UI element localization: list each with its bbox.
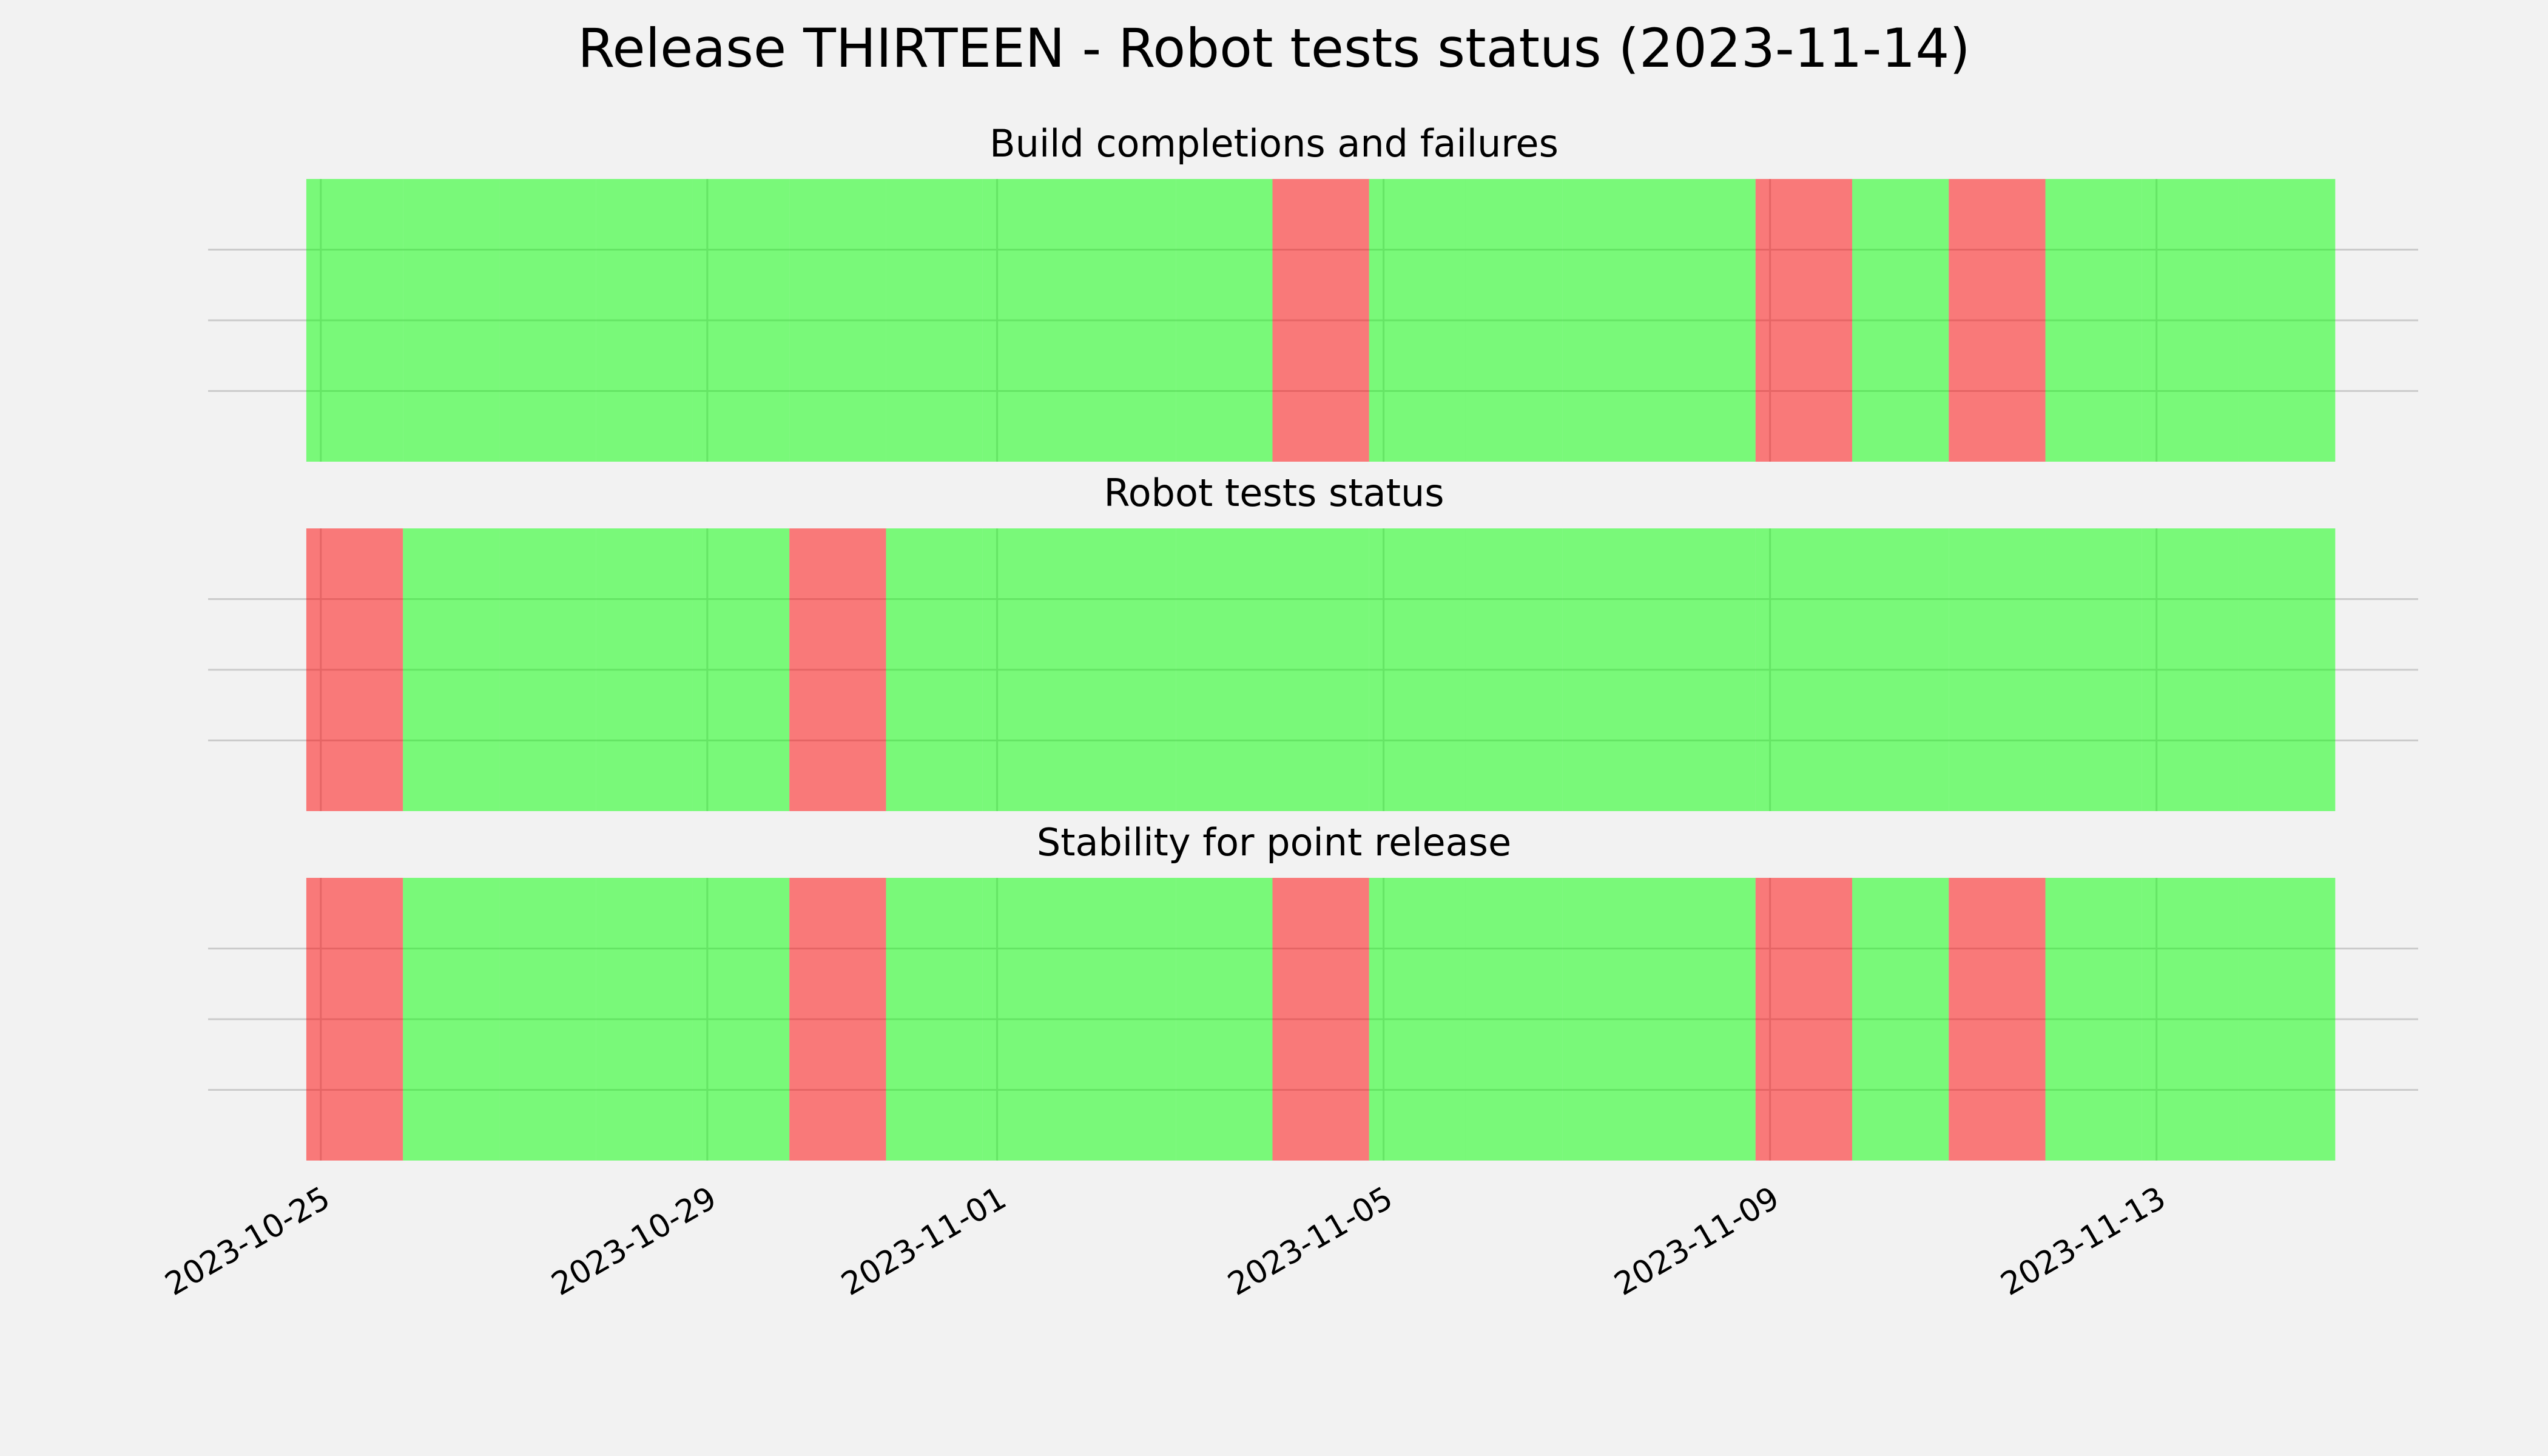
status-bar	[982, 179, 1079, 462]
status-bar	[1562, 528, 1659, 811]
status-bar	[2239, 878, 2336, 1161]
status-bar	[1659, 528, 1756, 811]
status-bar	[1949, 878, 2046, 1161]
status-bar	[499, 179, 596, 462]
status-bar	[1079, 179, 1176, 462]
status-bar	[1369, 878, 1466, 1161]
status-bar	[1755, 528, 1853, 811]
status-bar	[1272, 179, 1369, 462]
status-bar	[2045, 179, 2142, 462]
status-bar	[1369, 528, 1466, 811]
status-bar	[886, 528, 983, 811]
status-bar	[1949, 179, 2046, 462]
status-bar	[1852, 528, 1949, 811]
status-bar	[596, 528, 693, 811]
status-bar	[1079, 528, 1176, 811]
status-bar	[982, 878, 1079, 1161]
status-bar	[499, 878, 596, 1161]
status-bar	[1659, 878, 1756, 1161]
status-bar	[1755, 179, 1853, 462]
status-bar	[1562, 179, 1659, 462]
status-bar	[789, 878, 886, 1161]
status-bar	[499, 528, 596, 811]
status-bar	[789, 179, 886, 462]
status-bar	[1852, 179, 1949, 462]
status-bar	[1176, 179, 1273, 462]
status-bar	[1755, 878, 1853, 1161]
status-bar	[789, 528, 886, 811]
status-bar	[1369, 179, 1466, 462]
status-bar	[1079, 878, 1176, 1161]
status-bar	[982, 528, 1079, 811]
status-bar	[886, 179, 983, 462]
status-bar	[1465, 878, 1563, 1161]
status-bar	[403, 878, 500, 1161]
status-bar	[1465, 179, 1563, 462]
status-bar	[1272, 528, 1369, 811]
status-bar	[596, 179, 693, 462]
status-bar	[2142, 179, 2239, 462]
status-bar	[306, 878, 403, 1161]
status-bar	[403, 179, 500, 462]
status-bar	[2239, 528, 2336, 811]
status-bar	[2142, 878, 2239, 1161]
status-bar	[2239, 179, 2336, 462]
status-bar	[1659, 179, 1756, 462]
status-bar	[692, 528, 790, 811]
status-bar	[2045, 528, 2142, 811]
status-bar	[306, 528, 403, 811]
status-bar	[1949, 528, 2046, 811]
status-bar	[1562, 878, 1659, 1161]
status-bar	[596, 878, 693, 1161]
status-bar	[1176, 878, 1273, 1161]
status-bar	[1465, 528, 1563, 811]
panel-title: Stability for point release	[1037, 820, 1511, 864]
status-bar	[692, 179, 790, 462]
status-bar	[403, 528, 500, 811]
chart-title: Release THIRTEEN - Robot tests status (2…	[578, 17, 1970, 79]
status-bar	[1852, 878, 1949, 1161]
status-bar	[1176, 528, 1273, 811]
status-bar	[2045, 878, 2142, 1161]
status-bar	[886, 878, 983, 1161]
status-bar	[2142, 528, 2239, 811]
status-bar	[306, 179, 403, 462]
status-bar	[692, 878, 790, 1161]
panel-title: Robot tests status	[1104, 471, 1444, 515]
status-bar	[1272, 878, 1369, 1161]
panel-title: Build completions and failures	[989, 121, 1559, 166]
